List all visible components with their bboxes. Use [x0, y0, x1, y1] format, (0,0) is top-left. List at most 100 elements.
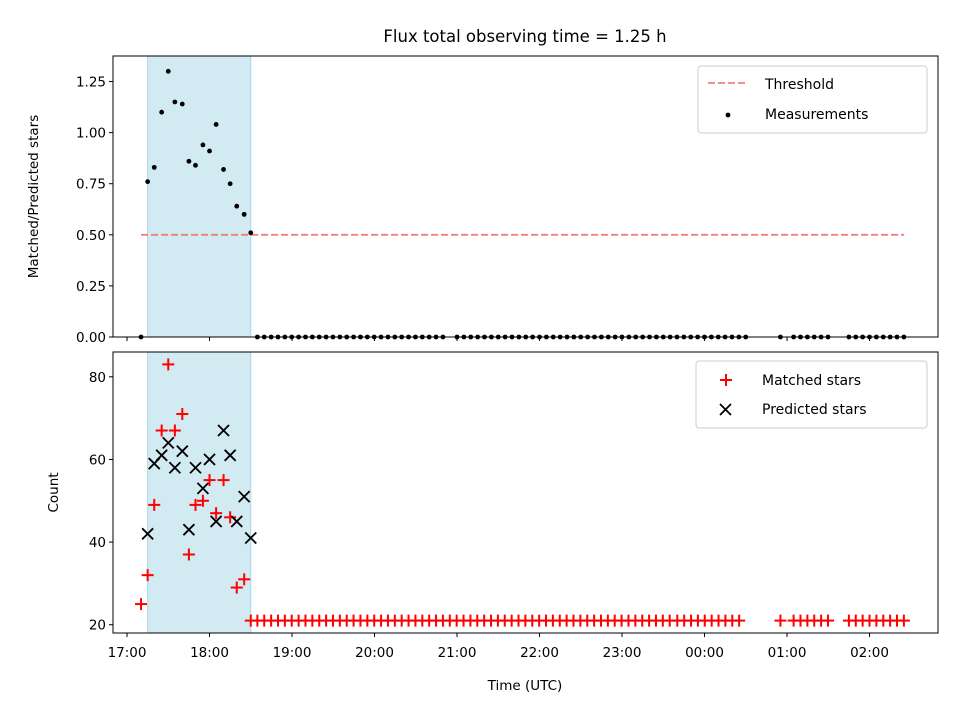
- count-panel: 20 40 60 80 17:00 18:00 19:00 20:00 21:00 22:00 23…: [46, 351, 939, 694]
- matched-star-point: [182, 548, 195, 561]
- matched-legend-label: Matched stars: [762, 373, 861, 389]
- measurements-legend-label: Measurements: [765, 107, 868, 123]
- measurement-point: [145, 179, 151, 185]
- matched-star-point: [203, 474, 216, 487]
- x-tick-label: 22:00: [520, 645, 559, 661]
- ratio-y-axis-label: Matched/Predicted stars: [26, 115, 42, 278]
- predicted-star-point: [217, 424, 230, 437]
- measurement-point: [159, 109, 165, 115]
- predicted-marker-b: [176, 445, 189, 458]
- predicted-star-point: [141, 527, 154, 540]
- count-y-tick-label: 60: [89, 452, 106, 468]
- predicted-legend-label: Predicted stars: [762, 402, 867, 418]
- ratio-panel: 0.00 0.25 0.50 0.75 1.00 1.25 Matched/Predict…: [26, 55, 939, 346]
- measurement-point: [172, 99, 178, 105]
- chart-title: Flux total observing time = 1.25 h: [383, 27, 666, 46]
- measurement-point: [227, 181, 233, 187]
- measurement-point: [186, 158, 192, 164]
- observing-span-band: [147, 55, 252, 338]
- measurement-point: [151, 164, 157, 170]
- count-axis-ticks: 20 40 60 80 17:00 18:00 19:00 20:00 21:00 22:00 23…: [89, 370, 889, 661]
- measurement-point: [207, 148, 212, 154]
- measurement-point: [165, 68, 171, 74]
- predicted-star-point: [189, 461, 202, 474]
- matched-star-point: [210, 507, 223, 520]
- predicted-marker-b: [155, 449, 168, 462]
- predicted-star-point: [230, 515, 243, 528]
- matched-star-point: [733, 614, 746, 627]
- matched-star-point: [897, 614, 910, 627]
- count-y-tick-label: 40: [89, 535, 106, 551]
- count-legend-box: [695, 360, 928, 429]
- x-tick-label: 20:00: [355, 645, 394, 661]
- x-tick-label: 00:00: [685, 645, 724, 661]
- x-tick-label: 18:00: [190, 645, 229, 661]
- predicted-star-point: [238, 490, 251, 503]
- predicted-star-point: [155, 449, 168, 462]
- measurement-point: [193, 162, 198, 168]
- x-tick-label: 21:00: [438, 645, 477, 661]
- predicted-star-point: [168, 461, 182, 474]
- ratio-axis-ticks: 0.00 0.25 0.50 0.75 1.00 1.25: [76, 75, 871, 346]
- threshold-legend-label: Threshold: [764, 77, 834, 93]
- predicted-marker-b: [182, 523, 196, 536]
- matched-star-point: [224, 511, 237, 524]
- matched-star-point: [774, 614, 787, 627]
- ratio-legend: Threshold Measurements: [697, 65, 928, 134]
- matched-star-point: [230, 581, 243, 594]
- matched-star-point: [148, 498, 161, 511]
- ratio-y-tick-label: 1.00: [76, 126, 106, 142]
- predicted-star-point: [209, 515, 223, 528]
- matched-star-point: [141, 569, 154, 582]
- matched-star-point: [821, 614, 834, 627]
- ratio-y-tick-label: 1.25: [76, 75, 106, 91]
- predicted-marker-b: [203, 453, 216, 466]
- predicted-star-point: [203, 453, 216, 466]
- predicted-marker-b: [224, 449, 237, 462]
- count-y-tick-label: 80: [89, 370, 106, 386]
- predicted-star-point: [162, 436, 175, 450]
- ratio-y-tick-label: 0.75: [76, 177, 106, 193]
- x-tick-label: 17:00: [108, 645, 147, 661]
- predicted-star-point: [224, 449, 237, 462]
- matched-star-point: [217, 474, 230, 487]
- matched-star-point: [176, 407, 189, 420]
- predicted-marker-b: [230, 515, 243, 528]
- ratio-axes-frame: [112, 55, 939, 338]
- matched-star-point: [135, 598, 148, 611]
- measurements-legend-swatch: [725, 112, 731, 118]
- measurement-point: [221, 167, 226, 172]
- predicted-marker-b: [141, 527, 154, 540]
- ratio-legend-box: [697, 65, 928, 134]
- predicted-marker-b: [209, 515, 223, 528]
- predicted-marker-b: [168, 461, 182, 474]
- measurement-point: [179, 101, 185, 107]
- count-y-axis-label: Count: [46, 472, 62, 512]
- predicted-star-point: [176, 445, 189, 458]
- matched-star-point: [189, 498, 202, 511]
- x-tick-label: 01:00: [768, 645, 807, 661]
- measurement-point: [241, 211, 247, 217]
- ratio-plot-area: [138, 55, 907, 340]
- matched-star-point: [196, 494, 209, 507]
- x-tick-label: 02:00: [850, 645, 889, 661]
- predicted-legend-swatch: [719, 403, 732, 416]
- x-axis-label: Time (UTC): [487, 678, 563, 694]
- x-tick-label: 19:00: [273, 645, 312, 661]
- predicted-marker-b: [196, 482, 210, 495]
- count-legend: Matched stars Predicted stars: [695, 360, 928, 429]
- predicted-star-point: [196, 482, 210, 495]
- predicted-marker-b: [244, 531, 257, 545]
- count-axes-frame: [112, 351, 939, 634]
- matched-legend-swatch: [720, 374, 732, 386]
- predicted-marker-b: [189, 461, 202, 474]
- measurement-point: [248, 230, 254, 236]
- ratio-y-tick-label: 0.00: [76, 330, 106, 346]
- matched-star-point: [168, 424, 181, 437]
- ratio-y-tick-label: 0.50: [76, 228, 106, 244]
- measurement-point: [213, 122, 219, 127]
- measurement-point: [234, 203, 240, 209]
- ratio-y-tick-label: 0.25: [76, 279, 106, 295]
- predicted-star-point: [244, 531, 257, 545]
